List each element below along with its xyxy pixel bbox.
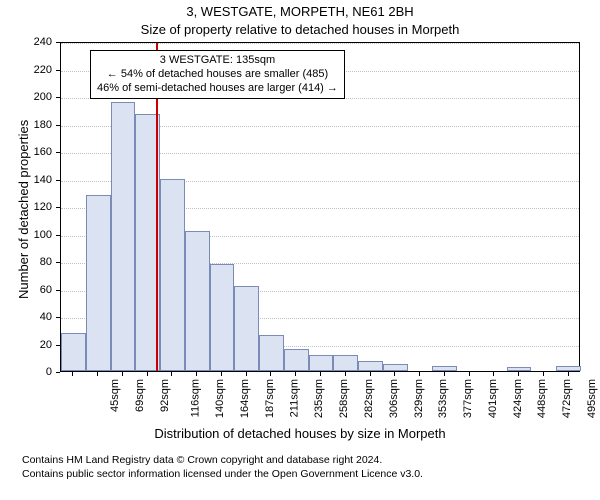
y-tick-label: 60 bbox=[22, 284, 52, 296]
x-tick-mark bbox=[295, 372, 296, 376]
annotation-box: 3 WESTGATE: 135sqm← 54% of detached hous… bbox=[90, 50, 345, 99]
y-tick-label: 100 bbox=[22, 229, 52, 241]
annotation-line-2: ← 54% of detached houses are smaller (48… bbox=[97, 68, 338, 82]
x-tick-label: 448sqm bbox=[536, 379, 548, 418]
histogram-bar bbox=[383, 364, 408, 371]
y-tick-label: 0 bbox=[22, 366, 52, 378]
y-tick-label: 80 bbox=[22, 256, 52, 268]
y-tick-label: 140 bbox=[22, 174, 52, 186]
y-tick-label: 20 bbox=[22, 339, 52, 351]
x-tick-label: 401sqm bbox=[487, 379, 499, 418]
y-tick-mark bbox=[56, 235, 60, 236]
x-tick-mark bbox=[394, 372, 395, 376]
x-tick-label: 164sqm bbox=[239, 379, 251, 418]
x-tick-mark bbox=[72, 372, 73, 376]
x-tick-mark bbox=[543, 372, 544, 376]
x-tick-mark bbox=[147, 372, 148, 376]
x-tick-mark bbox=[320, 372, 321, 376]
histogram-bar bbox=[61, 333, 86, 372]
histogram-bar bbox=[507, 367, 532, 371]
annotation-line-3: 46% of semi-detached houses are larger (… bbox=[97, 82, 338, 96]
x-tick-label: 472sqm bbox=[561, 379, 573, 418]
y-tick-label: 160 bbox=[22, 146, 52, 158]
x-tick-label: 306sqm bbox=[388, 379, 400, 418]
x-tick-mark bbox=[122, 372, 123, 376]
x-axis-label: Distribution of detached houses by size … bbox=[0, 426, 600, 441]
histogram-bar bbox=[210, 264, 235, 371]
y-tick-mark bbox=[56, 152, 60, 153]
histogram-bar bbox=[556, 366, 581, 372]
y-tick-mark bbox=[56, 317, 60, 318]
y-tick-label: 180 bbox=[22, 119, 52, 131]
x-tick-label: 211sqm bbox=[288, 379, 300, 417]
x-tick-label: 495sqm bbox=[586, 379, 598, 418]
x-tick-mark bbox=[246, 372, 247, 376]
x-tick-label: 140sqm bbox=[215, 379, 227, 418]
x-tick-mark bbox=[171, 372, 172, 376]
annotation-line-1: 3 WESTGATE: 135sqm bbox=[97, 54, 338, 68]
x-tick-label: 187sqm bbox=[264, 379, 276, 418]
histogram-bar bbox=[284, 349, 309, 371]
y-tick-mark bbox=[56, 262, 60, 263]
histogram-bar bbox=[309, 355, 334, 372]
x-tick-mark bbox=[568, 372, 569, 376]
y-tick-label: 220 bbox=[22, 64, 52, 76]
footer-line-2: Contains public sector information licen… bbox=[22, 468, 423, 482]
x-tick-mark bbox=[518, 372, 519, 376]
histogram-bar bbox=[160, 179, 185, 372]
y-tick-mark bbox=[56, 70, 60, 71]
histogram-bar bbox=[111, 102, 136, 372]
x-tick-mark bbox=[196, 372, 197, 376]
chart-subtitle: Size of property relative to detached ho… bbox=[0, 22, 600, 37]
histogram-bar bbox=[432, 366, 457, 372]
y-tick-mark bbox=[56, 372, 60, 373]
footer-line-1: Contains HM Land Registry data © Crown c… bbox=[22, 454, 423, 468]
gridline bbox=[61, 43, 579, 44]
footer-attribution: Contains HM Land Registry data © Crown c… bbox=[22, 454, 423, 481]
x-tick-label: 116sqm bbox=[189, 379, 201, 417]
x-tick-mark bbox=[493, 372, 494, 376]
y-tick-mark bbox=[56, 180, 60, 181]
histogram-bar bbox=[358, 361, 383, 371]
x-tick-mark bbox=[345, 372, 346, 376]
y-tick-mark bbox=[56, 290, 60, 291]
y-tick-label: 240 bbox=[22, 36, 52, 48]
y-tick-mark bbox=[56, 97, 60, 98]
x-tick-mark bbox=[444, 372, 445, 376]
x-tick-label: 45sqm bbox=[109, 379, 121, 412]
y-tick-mark bbox=[56, 42, 60, 43]
histogram-bar bbox=[185, 231, 210, 371]
y-tick-label: 200 bbox=[22, 91, 52, 103]
y-tick-mark bbox=[56, 125, 60, 126]
histogram-bar bbox=[333, 355, 358, 372]
y-tick-label: 120 bbox=[22, 201, 52, 213]
x-tick-label: 329sqm bbox=[413, 379, 425, 418]
histogram-bar bbox=[259, 335, 284, 371]
x-tick-label: 353sqm bbox=[437, 379, 449, 418]
x-tick-label: 377sqm bbox=[462, 379, 474, 418]
x-tick-label: 282sqm bbox=[363, 379, 375, 418]
x-tick-mark bbox=[370, 372, 371, 376]
y-tick-mark bbox=[56, 207, 60, 208]
chart-title: 3, WESTGATE, MORPETH, NE61 2BH bbox=[0, 4, 600, 19]
x-tick-label: 235sqm bbox=[314, 379, 326, 418]
x-tick-mark bbox=[419, 372, 420, 376]
x-tick-mark bbox=[221, 372, 222, 376]
x-tick-mark bbox=[270, 372, 271, 376]
x-tick-mark bbox=[469, 372, 470, 376]
y-tick-mark bbox=[56, 345, 60, 346]
y-tick-label: 40 bbox=[22, 311, 52, 323]
x-tick-label: 92sqm bbox=[159, 379, 171, 412]
x-tick-mark bbox=[97, 372, 98, 376]
histogram-bar bbox=[234, 286, 259, 371]
x-tick-label: 258sqm bbox=[338, 379, 350, 418]
x-tick-label: 69sqm bbox=[134, 379, 146, 412]
histogram-bar bbox=[86, 195, 111, 371]
x-tick-label: 424sqm bbox=[512, 379, 524, 418]
